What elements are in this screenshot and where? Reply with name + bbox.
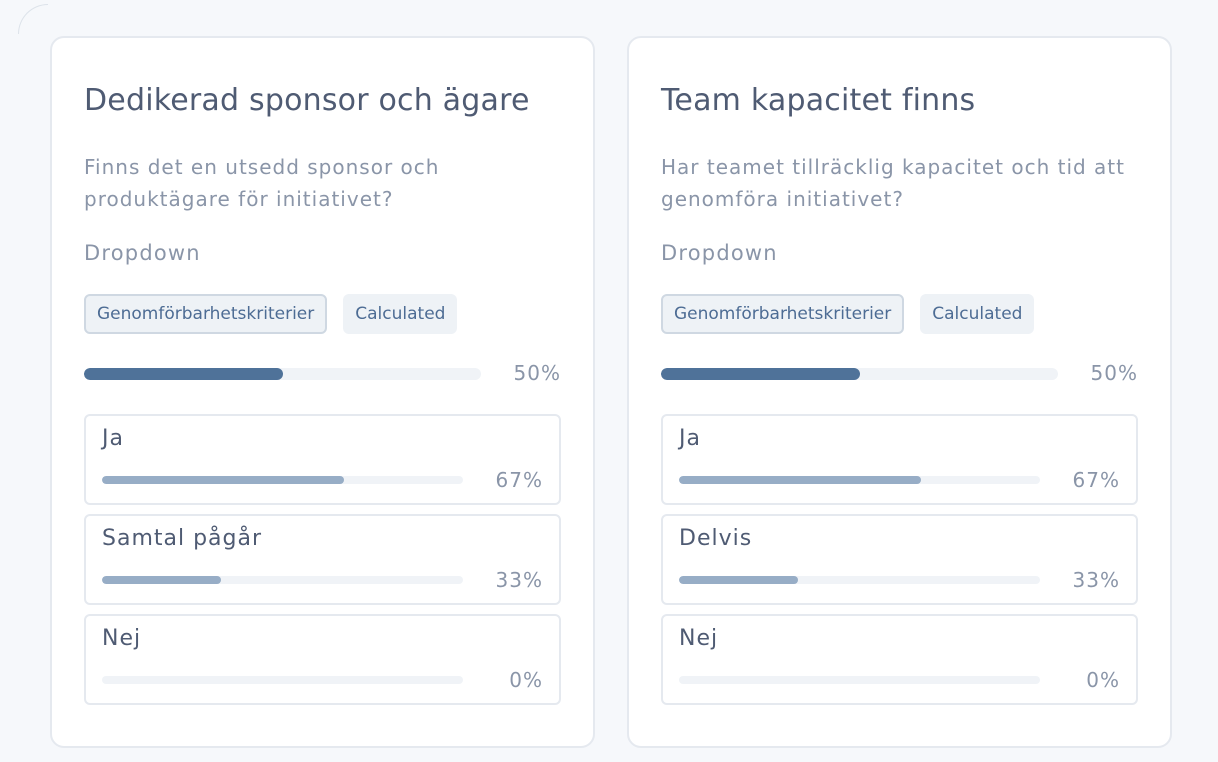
overall-progress-percent: 50% bbox=[1090, 361, 1138, 385]
card-description: Har teamet tillräcklig kapacitet och tid… bbox=[661, 155, 1125, 211]
answer-option-label: Ja bbox=[102, 426, 124, 451]
answer-option-percent: 67% bbox=[1072, 468, 1120, 492]
overall-progress-track bbox=[84, 368, 481, 380]
answer-options: Ja 67% Samtal pågår 33% Nej 0% bbox=[84, 414, 561, 714]
answer-options: Ja 67% Delvis 33% Nej 0% bbox=[661, 414, 1138, 714]
answer-option-percent: 33% bbox=[495, 568, 543, 592]
answer-option-track bbox=[679, 676, 1040, 684]
overall-progress-fill bbox=[661, 368, 860, 380]
answer-option[interactable]: Ja 67% bbox=[84, 414, 561, 505]
answer-option-label: Nej bbox=[102, 626, 142, 651]
answer-option[interactable]: Delvis 33% bbox=[661, 514, 1138, 605]
overall-progress: 50% bbox=[661, 361, 1138, 386]
answer-option-track bbox=[102, 576, 463, 584]
answer-option[interactable]: Samtal pågår 33% bbox=[84, 514, 561, 605]
question-type-label: Dropdown bbox=[661, 241, 778, 265]
answer-option-fill bbox=[679, 476, 921, 484]
overall-progress-track bbox=[661, 368, 1058, 380]
answer-option-label: Samtal pågår bbox=[102, 526, 263, 551]
tag-list: Genomförbarhetskriterier Calculated bbox=[661, 294, 1035, 334]
answer-option-fill bbox=[102, 576, 222, 584]
answer-option-fill bbox=[679, 576, 799, 584]
question-card-team-capacity: Team kapacitet finns Har teamet tillräck… bbox=[627, 36, 1172, 748]
tag-calculated[interactable]: Calculated bbox=[343, 294, 458, 334]
tag-category[interactable]: Genomförbarhetskriterier bbox=[661, 294, 905, 334]
tag-calculated[interactable]: Calculated bbox=[920, 294, 1035, 334]
card-title: Team kapacitet finns bbox=[661, 83, 976, 118]
answer-option-percent: 33% bbox=[1072, 568, 1120, 592]
question-type-label: Dropdown bbox=[84, 241, 201, 265]
tag-list: Genomförbarhetskriterier Calculated bbox=[84, 294, 458, 334]
answer-option-percent: 0% bbox=[509, 668, 543, 692]
overall-progress-percent: 50% bbox=[513, 361, 561, 385]
tag-category[interactable]: Genomförbarhetskriterier bbox=[84, 294, 328, 334]
answer-option-percent: 0% bbox=[1086, 668, 1120, 692]
answer-option-label: Delvis bbox=[679, 526, 753, 551]
card-title: Dedikerad sponsor och ägare bbox=[84, 83, 530, 118]
answer-option-track bbox=[679, 476, 1040, 484]
answer-option-track bbox=[679, 576, 1040, 584]
answer-option-track bbox=[102, 476, 463, 484]
overall-progress: 50% bbox=[84, 361, 561, 386]
answer-option-percent: 67% bbox=[495, 468, 543, 492]
card-description: Finns det en utsedd sponsor och produktä… bbox=[84, 155, 440, 211]
answer-option[interactable]: Ja 67% bbox=[661, 414, 1138, 505]
answer-option-track bbox=[102, 676, 463, 684]
question-card-sponsor: Dedikerad sponsor och ägare Finns det en… bbox=[50, 36, 595, 748]
answer-option-label: Ja bbox=[679, 426, 701, 451]
corner-decoration bbox=[18, 4, 48, 34]
answer-option[interactable]: Nej 0% bbox=[661, 614, 1138, 705]
answer-option-fill bbox=[102, 476, 344, 484]
answer-option[interactable]: Nej 0% bbox=[84, 614, 561, 705]
answer-option-label: Nej bbox=[679, 626, 719, 651]
overall-progress-fill bbox=[84, 368, 283, 380]
